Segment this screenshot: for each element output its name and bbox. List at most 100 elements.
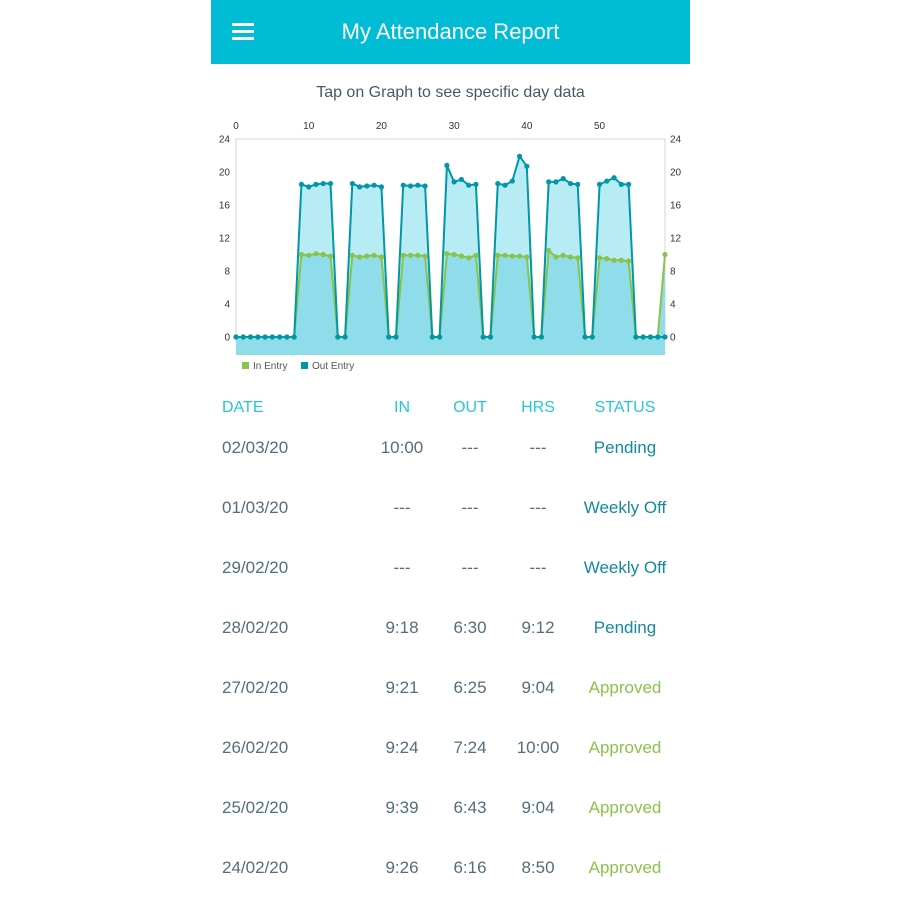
in-entry-point[interactable] [546,247,552,253]
in-entry-point[interactable] [575,255,581,261]
out-entry-point[interactable] [364,183,370,189]
out-entry-point[interactable] [342,334,348,340]
in-entry-point[interactable] [357,254,363,260]
out-entry-point[interactable] [487,334,494,340]
out-entry-point[interactable] [422,183,428,189]
out-entry-point[interactable] [436,334,443,340]
out-entry-point[interactable] [531,334,537,340]
menu-icon[interactable] [227,18,259,46]
out-entry-point[interactable] [466,182,472,188]
in-entry-point[interactable] [407,252,414,258]
out-entry-point[interactable] [546,179,552,185]
out-entry-point[interactable] [291,334,297,340]
out-entry-point[interactable] [415,182,421,188]
attendance-chart[interactable]: 0 10 20 30 40 50 0 0 4 4 8 8 12 12 16 16 20 20 24 24 In Entr… [211,112,690,380]
in-entry-point[interactable] [458,253,465,259]
in-entry-point[interactable] [422,253,428,259]
in-entry-point[interactable] [415,252,421,258]
in-entry-point[interactable] [349,252,355,258]
out-entry-point[interactable] [400,182,406,188]
in-entry-point[interactable] [611,257,617,263]
in-entry-point[interactable] [320,251,326,258]
out-entry-point[interactable] [589,334,595,340]
out-entry-point[interactable] [567,180,574,187]
out-entry-point[interactable] [640,334,646,340]
out-entry-point[interactable] [509,178,515,184]
out-entry-point[interactable] [320,180,326,187]
table-row[interactable]: 01/03/20 --- --- --- Weekly Off [211,488,690,548]
table-row[interactable]: 24/02/20 9:26 6:16 8:50 Approved [211,848,690,900]
out-entry-point[interactable] [553,179,559,185]
in-entry-point[interactable] [306,252,312,258]
out-entry-point[interactable] [633,334,639,340]
out-entry-point[interactable] [575,181,581,187]
out-entry-point[interactable] [407,183,414,189]
out-entry-point[interactable] [357,184,363,190]
out-entry-point[interactable] [429,334,435,340]
in-entry-point[interactable] [626,258,632,264]
out-entry-point[interactable] [306,184,312,190]
in-entry-point[interactable] [466,255,472,261]
out-entry-point[interactable] [647,334,654,340]
in-entry-point[interactable] [516,253,523,259]
out-entry-point[interactable] [502,182,508,188]
in-entry-point[interactable] [509,253,515,259]
out-entry-point[interactable] [378,184,385,190]
out-entry-point[interactable] [277,334,283,340]
table-row[interactable]: 28/02/20 9:18 6:30 9:12 Pending [211,608,690,668]
out-entry-point[interactable] [255,334,261,340]
out-entry-point[interactable] [618,181,624,187]
in-entry-point[interactable] [662,251,668,258]
in-entry-point[interactable] [495,252,501,258]
in-entry-point[interactable] [400,252,406,258]
out-entry-point[interactable] [560,176,566,182]
out-entry-point[interactable] [538,334,544,340]
out-entry-point[interactable] [327,180,334,187]
out-entry-point[interactable] [516,153,523,159]
out-entry-point[interactable] [371,182,377,188]
out-entry-point[interactable] [269,334,275,340]
out-entry-point[interactable] [451,179,457,185]
out-entry-point[interactable] [335,334,341,340]
out-entry-point[interactable] [473,181,479,187]
out-entry-point[interactable] [524,163,530,169]
out-entry-point[interactable] [458,176,465,183]
out-entry-point[interactable] [662,334,668,340]
out-entry-point[interactable] [596,181,603,187]
in-entry-point[interactable] [618,257,624,263]
out-entry-point[interactable] [604,178,610,184]
table-row[interactable]: 29/02/20 --- --- --- Weekly Off [211,548,690,608]
in-entry-point[interactable] [451,251,457,258]
in-entry-point[interactable] [364,253,370,259]
in-entry-point[interactable] [378,254,385,260]
table-row[interactable]: 26/02/20 9:24 7:24 10:00 Approved [211,728,690,788]
out-entry-point[interactable] [240,334,246,340]
out-entry-point[interactable] [313,181,319,187]
out-entry-point[interactable] [626,181,632,187]
in-entry-point[interactable] [473,252,479,258]
out-entry-point[interactable] [247,334,254,340]
out-entry-point[interactable] [284,334,290,340]
table-row[interactable]: 25/02/20 9:39 6:43 9:04 Approved [211,788,690,848]
in-entry-point[interactable] [560,252,566,258]
out-entry-point[interactable] [480,334,486,340]
in-entry-point[interactable] [444,251,450,257]
in-entry-point[interactable] [604,256,610,262]
table-row[interactable]: 27/02/20 9:21 6:25 9:04 Approved [211,668,690,728]
in-entry-point[interactable] [371,252,377,258]
table-row[interactable]: 02/03/20 10:00 --- --- Pending [211,428,690,488]
in-entry-point[interactable] [313,251,319,257]
out-entry-point[interactable] [444,162,450,168]
in-entry-point[interactable] [596,255,603,261]
out-entry-point[interactable] [582,334,588,340]
out-entry-point[interactable] [233,334,239,340]
out-entry-point[interactable] [393,334,399,340]
out-entry-point[interactable] [298,181,305,187]
out-entry-point[interactable] [611,175,617,181]
in-entry-point[interactable] [502,252,508,258]
in-entry-point[interactable] [298,251,305,258]
out-entry-point[interactable] [386,334,392,340]
out-entry-point[interactable] [495,180,501,187]
out-entry-point[interactable] [655,334,661,340]
out-entry-point[interactable] [262,334,268,340]
